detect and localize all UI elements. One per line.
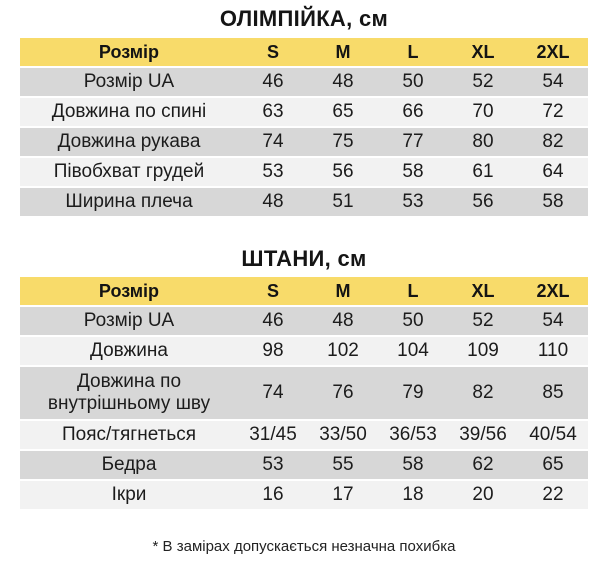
table-row: Довжина по спині 63 65 66 70 72 — [20, 98, 588, 126]
pants-size-table: Розмір S M L XL 2XL Розмір UA 46 48 50 5… — [20, 275, 588, 511]
row-label: Розмір UA — [20, 68, 238, 96]
table-row: Ікри 16 17 18 20 22 — [20, 481, 588, 509]
table-row: Пояс/тягнеться 31/45 33/50 36/53 39/56 4… — [20, 421, 588, 449]
table-cell: 22 — [518, 481, 588, 509]
header-cell: XL — [448, 38, 518, 66]
jacket-header-row: Розмір S M L XL 2XL — [20, 38, 588, 66]
row-label: Бедра — [20, 451, 238, 479]
row-label: Довжина — [20, 337, 238, 365]
table-cell: 110 — [518, 337, 588, 365]
table-cell: 50 — [378, 307, 448, 335]
table-cell: 56 — [448, 188, 518, 216]
header-cell: 2XL — [518, 277, 588, 305]
row-label: Ікри — [20, 481, 238, 509]
table-row: Розмір UA 46 48 50 52 54 — [20, 307, 588, 335]
table-cell: 56 — [308, 158, 378, 186]
row-label: Розмір UA — [20, 307, 238, 335]
header-cell: S — [238, 38, 308, 66]
table-cell: 75 — [308, 128, 378, 156]
table-cell: 16 — [238, 481, 308, 509]
table-cell: 36/53 — [378, 421, 448, 449]
header-cell: L — [378, 277, 448, 305]
header-cell: L — [378, 38, 448, 66]
table-cell: 53 — [238, 451, 308, 479]
table-cell: 48 — [238, 188, 308, 216]
row-label: Пояс/тягнеться — [20, 421, 238, 449]
row-label: Довжина по спині — [20, 98, 238, 126]
table-cell: 48 — [308, 68, 378, 96]
table-cell: 79 — [378, 367, 448, 419]
table-cell: 31/45 — [238, 421, 308, 449]
table-cell: 58 — [378, 158, 448, 186]
table-cell: 53 — [378, 188, 448, 216]
header-cell: XL — [448, 277, 518, 305]
row-label: Півобхват грудей — [20, 158, 238, 186]
table-cell: 52 — [448, 68, 518, 96]
table-cell: 62 — [448, 451, 518, 479]
table-cell: 61 — [448, 158, 518, 186]
table-cell: 58 — [378, 451, 448, 479]
table-row: Розмір UA 46 48 50 52 54 — [20, 68, 588, 96]
table-cell: 33/50 — [308, 421, 378, 449]
header-cell: M — [308, 38, 378, 66]
table-cell: 65 — [308, 98, 378, 126]
table-cell: 54 — [518, 68, 588, 96]
table-cell: 104 — [378, 337, 448, 365]
table-cell: 51 — [308, 188, 378, 216]
footnote: * В замірах допускається незначна похибк… — [152, 538, 456, 555]
header-cell: Розмір — [20, 277, 238, 305]
table-cell: 70 — [448, 98, 518, 126]
table-cell: 46 — [238, 307, 308, 335]
table-cell: 65 — [518, 451, 588, 479]
table-cell: 74 — [238, 367, 308, 419]
table-cell: 80 — [448, 128, 518, 156]
table-cell: 109 — [448, 337, 518, 365]
header-cell: Розмір — [20, 38, 238, 66]
table-row: Ширина плеча 48 51 53 56 58 — [20, 188, 588, 216]
table-cell: 85 — [518, 367, 588, 419]
table-row: Довжина 98 102 104 109 110 — [20, 337, 588, 365]
table-row: Бедра 53 55 58 62 65 — [20, 451, 588, 479]
table-cell: 77 — [378, 128, 448, 156]
table-row: Півобхват грудей 53 56 58 61 64 — [20, 158, 588, 186]
jacket-size-table: Розмір S M L XL 2XL Розмір UA 46 48 50 5… — [20, 36, 588, 218]
table-cell: 63 — [238, 98, 308, 126]
jacket-title: ОЛІМПІЙКА, см — [219, 6, 389, 31]
table-row: Довжина по внутрішньому шву 74 76 79 82 … — [20, 367, 588, 419]
table-cell: 53 — [238, 158, 308, 186]
table-cell: 98 — [238, 337, 308, 365]
header-cell: M — [308, 277, 378, 305]
pants-title: ШТАНИ, см — [241, 246, 367, 271]
table-cell: 17 — [308, 481, 378, 509]
row-label: Довжина по внутрішньому шву — [20, 367, 238, 419]
table-cell: 102 — [308, 337, 378, 365]
table-cell: 20 — [448, 481, 518, 509]
row-label: Довжина рукава — [20, 128, 238, 156]
table-cell: 18 — [378, 481, 448, 509]
pants-header-row: Розмір S M L XL 2XL — [20, 277, 588, 305]
table-cell: 74 — [238, 128, 308, 156]
table-cell: 64 — [518, 158, 588, 186]
table-cell: 40/54 — [518, 421, 588, 449]
header-cell: S — [238, 277, 308, 305]
table-cell: 55 — [308, 451, 378, 479]
table-cell: 46 — [238, 68, 308, 96]
table-cell: 82 — [448, 367, 518, 419]
table-cell: 48 — [308, 307, 378, 335]
table-cell: 54 — [518, 307, 588, 335]
table-cell: 58 — [518, 188, 588, 216]
table-cell: 66 — [378, 98, 448, 126]
table-cell: 50 — [378, 68, 448, 96]
table-cell: 72 — [518, 98, 588, 126]
header-cell: 2XL — [518, 38, 588, 66]
table-cell: 52 — [448, 307, 518, 335]
row-label: Ширина плеча — [20, 188, 238, 216]
table-cell: 76 — [308, 367, 378, 419]
table-row: Довжина рукава 74 75 77 80 82 — [20, 128, 588, 156]
table-cell: 82 — [518, 128, 588, 156]
table-cell: 39/56 — [448, 421, 518, 449]
